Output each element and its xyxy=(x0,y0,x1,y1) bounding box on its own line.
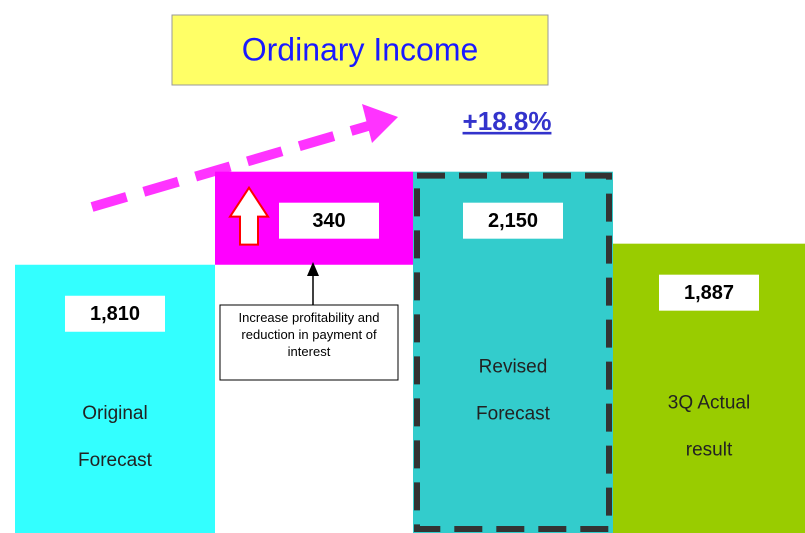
value-label-box xyxy=(279,202,379,239)
value-label-box xyxy=(65,295,165,332)
chart-title: Ordinary Income xyxy=(242,31,479,67)
bar-outline xyxy=(414,172,612,532)
category-label: Forecast xyxy=(476,403,551,424)
trend-arrow xyxy=(90,104,398,212)
value-label: 2,150 xyxy=(488,210,538,232)
category-label: result xyxy=(686,439,733,460)
value-label-box xyxy=(659,274,759,311)
increase-arrow xyxy=(228,185,270,246)
change-label: +18.8% xyxy=(463,106,552,136)
bars: 1,810 Original Forecast 340 2,150 Revised Fore… xyxy=(15,171,805,533)
category-label: Revised xyxy=(479,356,548,377)
category-label: 3Q Actual xyxy=(668,392,750,413)
value-label: 1,810 xyxy=(90,303,140,325)
value-label-box xyxy=(463,202,563,239)
annotation: Increase profitability and reduction in … xyxy=(219,262,399,381)
title-box xyxy=(171,14,549,86)
value-label: 340 xyxy=(312,210,345,232)
category-label: Forecast xyxy=(78,450,153,471)
category-label: Original xyxy=(82,403,147,424)
annotation-text: Increase profitability and reduction in … xyxy=(238,310,380,359)
value-label: 1,887 xyxy=(684,282,734,304)
